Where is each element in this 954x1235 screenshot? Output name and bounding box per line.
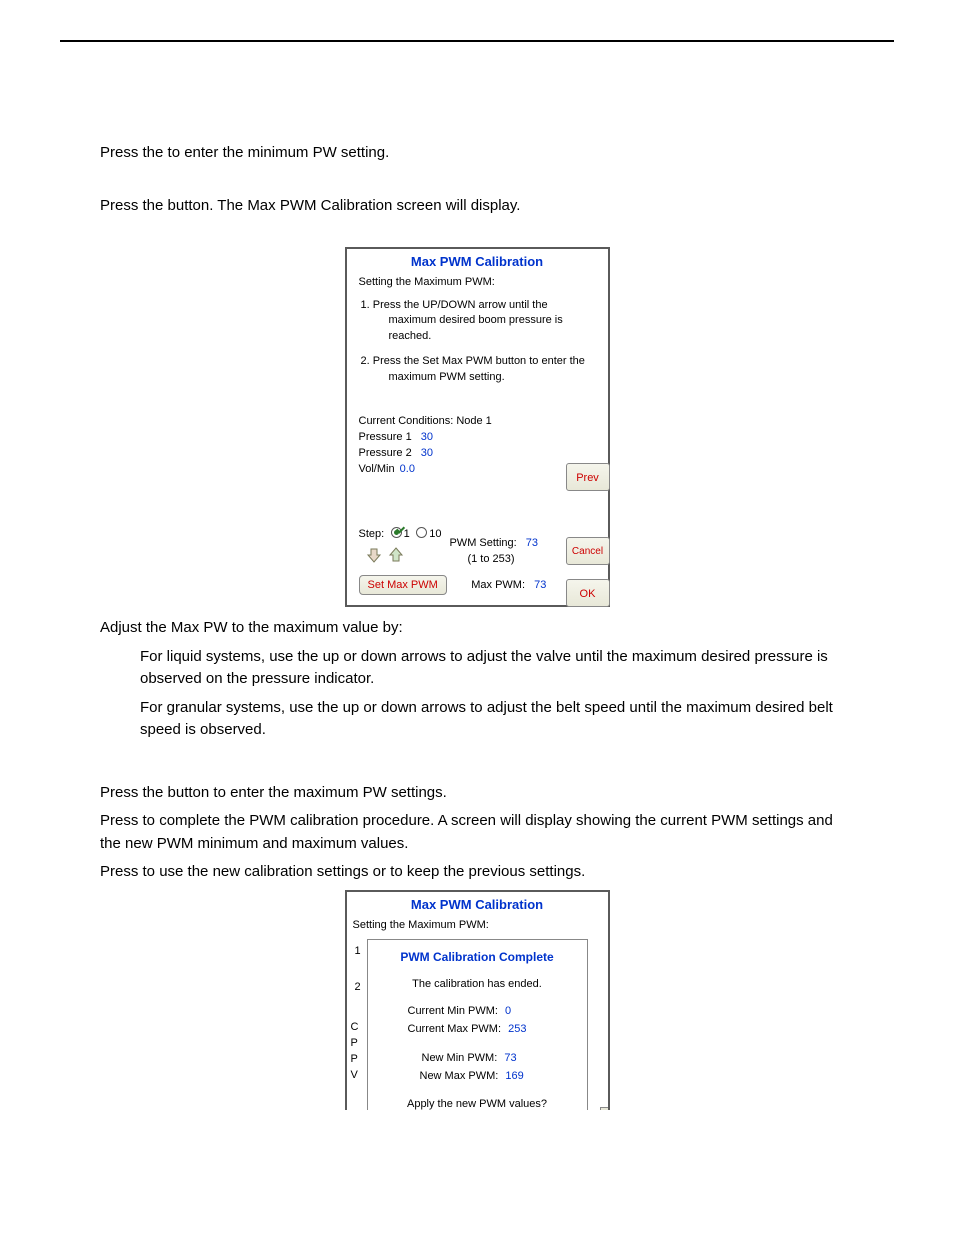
step-selector-row: Step: 1 10 PWM Setting: 73 (1 to 253) (347, 518, 558, 567)
paragraph-max-screen: Press the button. The Max PWM Calibratio… (60, 195, 894, 218)
bg-text-v: V (349, 1067, 363, 1083)
current-min-label: Current Min PWM: (408, 1005, 498, 1017)
conditions-header: Current Conditions: Node 1 (359, 413, 596, 429)
bg-text-2: 2 (349, 959, 363, 995)
text: button. The Max PWM Calibration screen w… (168, 197, 521, 214)
text: Press the (100, 144, 168, 161)
text: Press (100, 863, 143, 880)
max-pwm-value: 73 (534, 579, 546, 591)
volmin-label: Vol/Min (359, 463, 395, 475)
pressure-1-row: Pressure 1 30 (359, 429, 596, 445)
pwm-range: (1 to 253) (449, 553, 514, 565)
volmin-value: 0.0 (400, 463, 415, 475)
new-max-row: New Max PWM: 169 (378, 1067, 577, 1094)
new-min-value: 73 (504, 1052, 516, 1064)
text: to keep the previous settings. (390, 863, 585, 880)
current-min-row: Current Min PWM: 0 (378, 1002, 577, 1020)
paragraph-liquid: For liquid systems, use the up or down a… (60, 646, 894, 691)
top-rule (60, 40, 894, 42)
paragraph-complete: Press to complete the PWM calibration pr… (60, 810, 894, 855)
popup-apply-question: Apply the new PWM values? (378, 1094, 577, 1110)
new-min-row: New Min PWM: 73 (378, 1049, 577, 1067)
text: to use the new calibration settings or (143, 863, 391, 880)
text: button to enter the maximum PW settings. (168, 784, 447, 801)
pressure-1-value: 30 (421, 431, 433, 443)
pwm-setting-info: PWM Setting: 73 (1 to 253) (449, 524, 538, 567)
text: Press (100, 812, 143, 829)
ok-button[interactable]: OK (566, 579, 610, 607)
new-min-label: New Min PWM: (422, 1052, 498, 1064)
paragraph-adjust: Adjust the Max PW to the maximum value b… (60, 617, 894, 640)
max-pwm-row: Max PWM: 73 (471, 579, 546, 591)
current-max-row: Current Max PWM: 253 (378, 1020, 577, 1049)
text: maximum PWM setting. (361, 370, 594, 385)
side-button-column: Prev Cancel OK (566, 463, 610, 607)
panel-title: Max PWM Calibration (347, 892, 608, 917)
volmin-row: Vol/Min 0.0 (359, 461, 596, 477)
text: maximum desired boom pressure is reached… (361, 313, 594, 344)
text: 2. Press the Set Max PWM button to enter… (361, 355, 585, 367)
pwm-calibration-complete-panel: Max PWM Calibration Setting the Maximum … (345, 890, 610, 1110)
panel-subtitle: Setting the Maximum PWM: (347, 274, 608, 296)
step-label: Step: (359, 528, 385, 540)
step-radio-10[interactable] (416, 527, 427, 538)
pwm-setting-label: PWM Setting: (449, 537, 516, 549)
cancel-button[interactable]: Cancel (566, 537, 610, 565)
paragraph-granular: For granular systems, use the up or down… (60, 697, 894, 742)
current-min-value: 0 (505, 1005, 511, 1017)
partial-button-edge (600, 1107, 610, 1110)
paragraph-min-pw: Press the to enter the minimum PW settin… (60, 142, 894, 165)
calibration-complete-popup: PWM Calibration Complete The calibration… (367, 939, 588, 1110)
set-max-pwm-button[interactable]: Set Max PWM (359, 575, 447, 595)
max-pwm-label: Max PWM: (471, 579, 525, 591)
paragraph-set-max: Press the button to enter the maximum PW… (60, 782, 894, 805)
text: Press the (100, 784, 168, 801)
panel-subtitle: Setting the Maximum PWM: (347, 917, 608, 939)
step-radio-1[interactable] (391, 527, 402, 538)
current-max-label: Current Max PWM: (408, 1023, 502, 1035)
panel-step-2: 2. Press the Set Max PWM button to enter… (347, 352, 608, 393)
step-opt-10: 10 (429, 528, 441, 540)
panel-step-1: 1. Press the UP/DOWN arrow until the max… (347, 296, 608, 352)
text: to complete the PWM calibration procedur… (100, 812, 833, 852)
pressure-1-label: Pressure 1 (359, 431, 412, 443)
step-opt-1: 1 (404, 528, 410, 540)
text: 1. Press the UP/DOWN arrow until the (361, 299, 548, 311)
bg-text-1: 1 (349, 939, 363, 959)
pressure-2-label: Pressure 2 (359, 447, 412, 459)
panel-title: Max PWM Calibration (347, 249, 608, 274)
bg-text-c: C (349, 995, 363, 1035)
popup-title: PWM Calibration Complete (378, 946, 577, 974)
current-max-value: 253 (508, 1023, 526, 1035)
text: Press the (100, 197, 168, 214)
paragraph-apply: Press to use the new calibration setting… (60, 861, 894, 884)
popup-ended: The calibration has ended. (378, 974, 577, 1002)
pwm-setting-value: 73 (526, 536, 538, 551)
max-pwm-calibration-panel: Max PWM Calibration Setting the Maximum … (345, 247, 610, 607)
bg-text-p2: P (349, 1051, 363, 1067)
pressure-2-row: Pressure 2 30 (359, 445, 596, 461)
prev-button[interactable]: Prev (566, 463, 610, 491)
bg-text-p1: P (349, 1035, 363, 1051)
new-max-label: New Max PWM: (420, 1070, 499, 1082)
arrow-down-icon[interactable] (365, 546, 383, 564)
text: to enter the minimum PW setting. (168, 144, 390, 161)
new-max-value: 169 (505, 1070, 523, 1082)
arrow-up-icon[interactable] (387, 546, 405, 564)
pressure-2-value: 30 (421, 447, 433, 459)
